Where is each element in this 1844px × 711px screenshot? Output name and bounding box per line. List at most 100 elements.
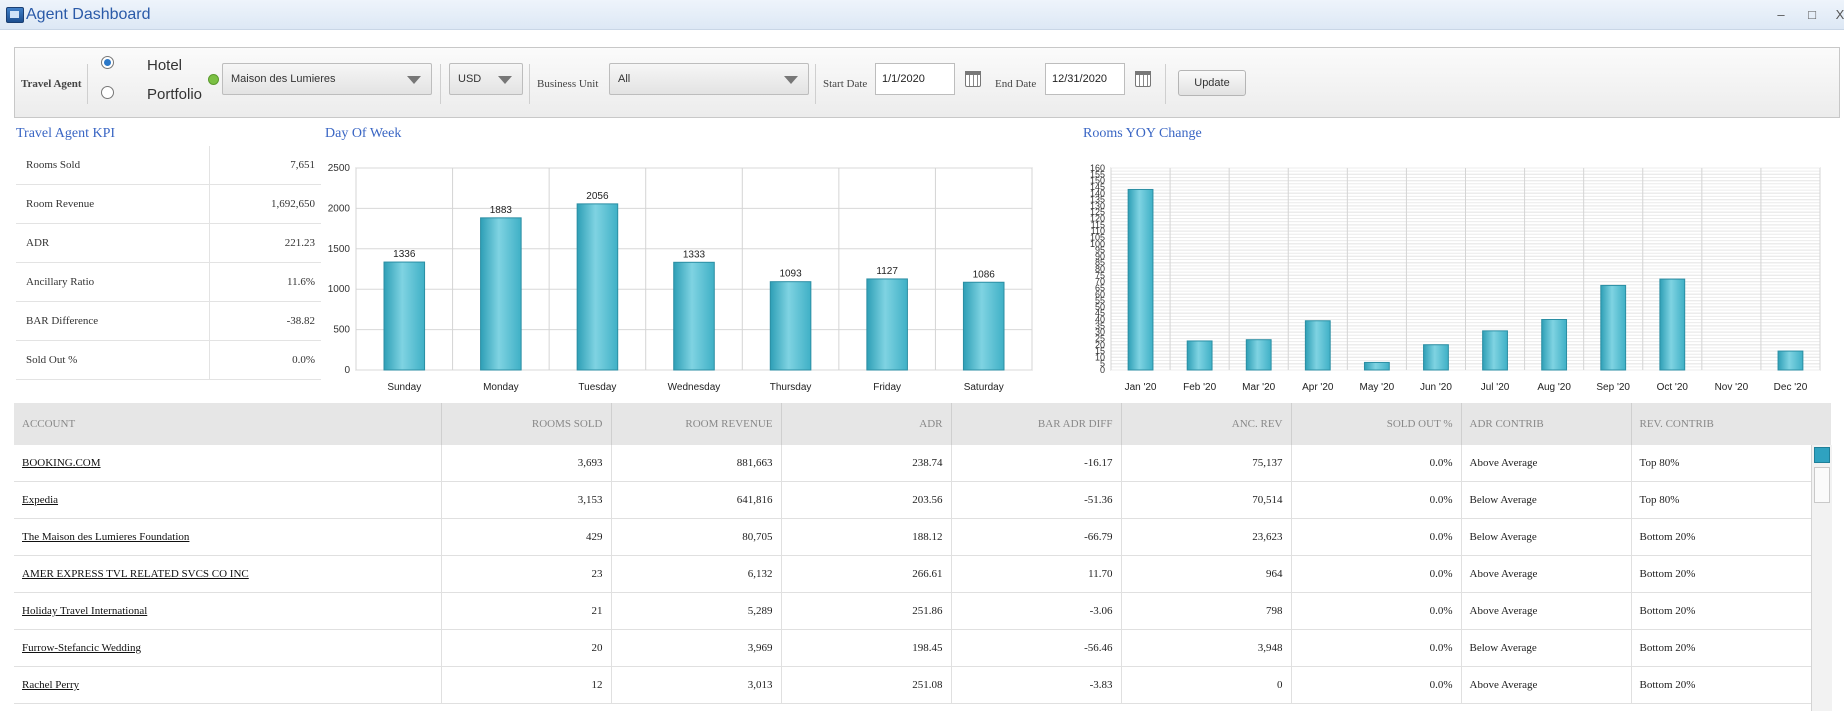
table-cell: 238.74 bbox=[781, 445, 952, 482]
table-cell: 0.0% bbox=[1291, 481, 1462, 519]
bar bbox=[1777, 350, 1804, 371]
y-tick-label: 70 bbox=[1095, 277, 1105, 287]
portfolio-radio[interactable] bbox=[101, 86, 114, 99]
column-header[interactable]: ADR bbox=[781, 403, 952, 445]
table-cell: 3,013 bbox=[611, 666, 782, 704]
hotel-radio-label[interactable]: Hotel bbox=[147, 57, 183, 74]
column-header[interactable]: ROOMS SOLD bbox=[441, 403, 612, 445]
table-cell: 0 bbox=[1121, 666, 1292, 704]
chevron-down-icon bbox=[407, 76, 421, 84]
x-tick-label: Thursday bbox=[770, 382, 812, 393]
business-unit-select[interactable]: All bbox=[609, 63, 809, 95]
scroll-thumb[interactable] bbox=[1814, 467, 1830, 503]
minimize-button[interactable]: – bbox=[1777, 7, 1785, 22]
hotel-select-value: Maison des Lumieres bbox=[231, 73, 336, 85]
kpi-value: 221.23 bbox=[209, 223, 321, 263]
table-row[interactable]: AMER EXPRESS TVL RELATED SVCS CO INC 23 6,… bbox=[14, 555, 1827, 593]
account-link[interactable]: Holiday Travel International bbox=[22, 605, 148, 617]
hotel-select[interactable]: Maison des Lumieres bbox=[222, 63, 432, 95]
hotel-radio[interactable] bbox=[101, 56, 114, 69]
currency-select[interactable]: USD bbox=[449, 63, 523, 95]
app-icon bbox=[6, 7, 24, 23]
bar bbox=[866, 278, 908, 371]
data-label: 1336 bbox=[393, 249, 416, 260]
table-cell: Below Average bbox=[1461, 629, 1632, 667]
table-cell: -3.06 bbox=[951, 592, 1122, 630]
y-tick-label: 100 bbox=[1090, 239, 1105, 249]
table-row[interactable]: Holiday Travel International 21 5,289 251.8… bbox=[14, 592, 1827, 630]
column-header[interactable]: ROOM REVENUE bbox=[611, 403, 782, 445]
table-cell: 12 bbox=[441, 666, 612, 704]
window-title: Agent Dashboard bbox=[26, 6, 151, 23]
table-cell: Above Average bbox=[1461, 555, 1632, 593]
y-tick-label: 80 bbox=[1095, 264, 1105, 274]
account-link[interactable]: Furrow-Stefancic Wedding bbox=[22, 642, 141, 654]
x-tick-label: Apr '20 bbox=[1302, 382, 1334, 393]
kpi-row: Rooms Sold 7,651 bbox=[16, 146, 321, 185]
table-cell: 5,289 bbox=[611, 592, 782, 630]
close-button[interactable]: X bbox=[1835, 7, 1844, 22]
travel-agent-label: Travel Agent bbox=[21, 78, 82, 90]
y-tick-label: 140 bbox=[1090, 188, 1105, 198]
table-cell: Above Average bbox=[1461, 445, 1632, 482]
bar bbox=[1659, 278, 1686, 371]
table-row[interactable]: Expedia 3,153 641,816 203.56 -51.36 70,514 0.0… bbox=[14, 481, 1827, 519]
column-header[interactable]: SOLD OUT % bbox=[1291, 403, 1462, 445]
column-header[interactable]: ANC. REV bbox=[1121, 403, 1292, 445]
update-button[interactable]: Update bbox=[1178, 70, 1246, 96]
account-link[interactable]: Expedia bbox=[22, 494, 59, 506]
table-cell: 251.86 bbox=[781, 592, 952, 630]
account-link[interactable]: AMER EXPRESS TVL RELATED SVCS CO INC bbox=[22, 568, 249, 580]
account-link[interactable]: BOOKING.COM bbox=[22, 457, 101, 469]
grid-scrollbar[interactable] bbox=[1811, 445, 1832, 711]
calendar-icon[interactable] bbox=[1135, 71, 1151, 87]
table-cell: Bottom 20% bbox=[1631, 555, 1827, 593]
scroll-up-icon[interactable] bbox=[1814, 447, 1830, 463]
account-link[interactable]: Rachel Perry bbox=[22, 679, 80, 691]
table-row[interactable]: BOOKING.COM 3,693 881,663 238.74 -16.17 75,13… bbox=[14, 445, 1827, 482]
column-header[interactable]: ADR CONTRIB bbox=[1461, 403, 1632, 445]
account-cell: Holiday Travel International bbox=[14, 592, 442, 630]
account-link[interactable]: The Maison des Lumieres Foundation bbox=[22, 531, 190, 543]
end-date-input[interactable]: 12/31/2020 bbox=[1045, 63, 1125, 95]
table-row[interactable]: Rachel Perry 12 3,013 251.08 -3.83 0 0.0% Above… bbox=[14, 666, 1827, 704]
kpi-row: Room Revenue 1,692,650 bbox=[16, 184, 321, 224]
table-cell: 6,132 bbox=[611, 555, 782, 593]
rooms-yoy-chart: 0510152025303540455055606570758085909510… bbox=[1090, 163, 1821, 393]
window-title-bar: Agent Dashboard – □ X bbox=[0, 0, 1844, 30]
y-tick-label: 75 bbox=[1095, 270, 1105, 280]
table-cell: 75,137 bbox=[1121, 445, 1292, 482]
y-tick-label: 35 bbox=[1095, 321, 1105, 331]
column-header[interactable]: REV. CONTRIB bbox=[1631, 403, 1827, 445]
table-cell: 20 bbox=[441, 629, 612, 667]
column-header[interactable]: ACCOUNT bbox=[14, 403, 442, 445]
x-tick-label: Feb '20 bbox=[1183, 382, 1216, 393]
kpi-value: 7,651 bbox=[209, 146, 321, 185]
table-cell: Bottom 20% bbox=[1631, 518, 1827, 556]
data-label: 1883 bbox=[490, 205, 513, 216]
x-tick-label: Monday bbox=[483, 382, 519, 393]
y-tick-label: 25 bbox=[1095, 333, 1105, 343]
y-tick-label: 110 bbox=[1091, 226, 1105, 236]
column-header[interactable]: BAR ADR DIFF bbox=[951, 403, 1122, 445]
table-row[interactable]: The Maison des Lumieres Foundation 429 80,… bbox=[14, 518, 1827, 556]
bar bbox=[383, 261, 426, 371]
table-cell: Below Average bbox=[1461, 481, 1632, 519]
table-row[interactable]: Furrow-Stefancic Wedding 20 3,969 198.45 -56… bbox=[14, 629, 1827, 667]
table-cell: 251.08 bbox=[781, 666, 952, 704]
bar bbox=[1541, 319, 1568, 371]
maximize-button[interactable]: □ bbox=[1808, 7, 1816, 22]
table-cell: 3,948 bbox=[1121, 629, 1292, 667]
portfolio-radio-label[interactable]: Portfolio bbox=[147, 86, 203, 103]
y-tick-label: 130 bbox=[1090, 201, 1105, 211]
start-date-label: Start Date bbox=[823, 78, 868, 90]
calendar-icon[interactable] bbox=[965, 71, 981, 87]
filter-toolbar: Travel Agent Hotel Portfolio Maison des … bbox=[14, 47, 1840, 118]
table-cell: 798 bbox=[1121, 592, 1292, 630]
kpi-label: ADR bbox=[16, 223, 210, 263]
grid-header-cap bbox=[1811, 403, 1831, 445]
y-tick-label: 115 bbox=[1091, 220, 1105, 230]
start-date-input[interactable]: 1/1/2020 bbox=[875, 63, 955, 95]
y-tick-label: 145 bbox=[1090, 182, 1105, 192]
table-cell: Top 80% bbox=[1631, 481, 1827, 519]
